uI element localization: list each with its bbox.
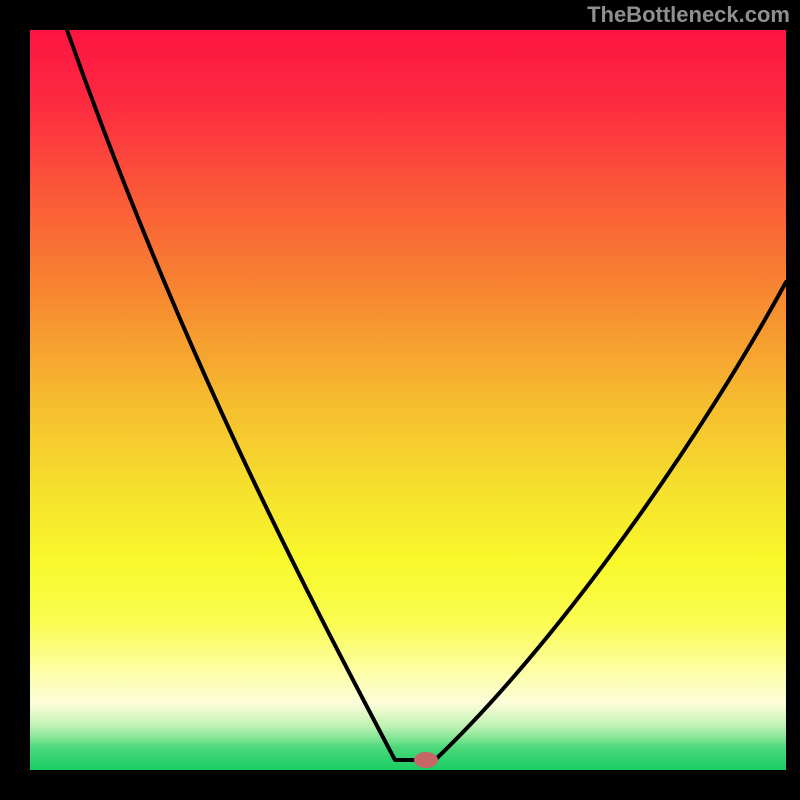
watermark-text: TheBottleneck.com — [587, 2, 790, 28]
chart-container: TheBottleneck.com — [0, 0, 800, 800]
chart-gradient-area — [30, 30, 786, 770]
optimal-point-marker — [414, 752, 438, 768]
bottleneck-chart — [0, 0, 800, 800]
